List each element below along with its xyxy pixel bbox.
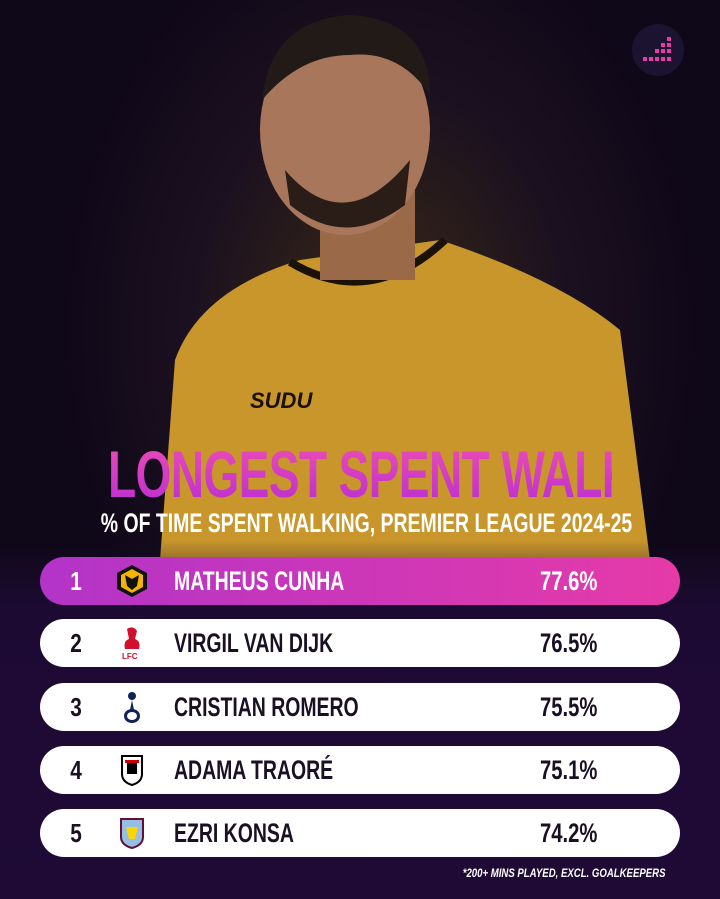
svg-text:SUDU: SUDU (250, 388, 313, 413)
percentage: 74.2% (540, 817, 598, 848)
rank: 4 (70, 754, 82, 785)
rank: 5 (70, 817, 82, 848)
player-name: CRISTIAN ROMERO (174, 691, 359, 722)
fulham-crest-icon (112, 752, 152, 788)
rank: 1 (70, 565, 82, 596)
table-row: 5 EZRI KONSA 74.2% (40, 809, 680, 857)
aston-villa-crest-icon (112, 815, 152, 851)
brand-logo (632, 24, 684, 76)
percentage: 75.1% (540, 754, 598, 785)
percentage: 76.5% (540, 627, 598, 658)
player-name: ADAMA TRAORÉ (174, 754, 334, 785)
rank: 2 (70, 627, 82, 658)
svg-text:LFC: LFC (122, 652, 138, 661)
page-title: LONGEST SPENT WALKING (108, 437, 715, 511)
player-name: MATHEUS CUNHA (174, 565, 345, 596)
player-name: EZRI KONSA (174, 817, 294, 848)
tottenham-crest-icon (112, 689, 152, 725)
player-photo: SUDU (160, 15, 650, 560)
table-row: 2 LFC VIRGIL VAN DIJK 76.5% (40, 619, 680, 667)
footnote: *200+ MINS PLAYED, EXCL. GOALKEEPERS (463, 866, 666, 880)
table-row: 4 ADAMA TRAORÉ 75.1% (40, 746, 680, 794)
player-name: VIRGIL VAN DIJK (174, 627, 334, 658)
rank: 3 (70, 691, 82, 722)
liverpool-crest-icon: LFC (112, 625, 152, 661)
table-row: 3 CRISTIAN ROMERO 75.5% (40, 683, 680, 731)
percentage: 77.6% (540, 565, 598, 596)
table-row: 1 MATHEUS CUNHA 77.6% (40, 557, 680, 605)
subtitle: % OF TIME SPENT WALKING, PREMIER LEAGUE … (100, 508, 633, 538)
wolves-crest-icon (112, 563, 152, 599)
percentage: 75.5% (540, 691, 598, 722)
